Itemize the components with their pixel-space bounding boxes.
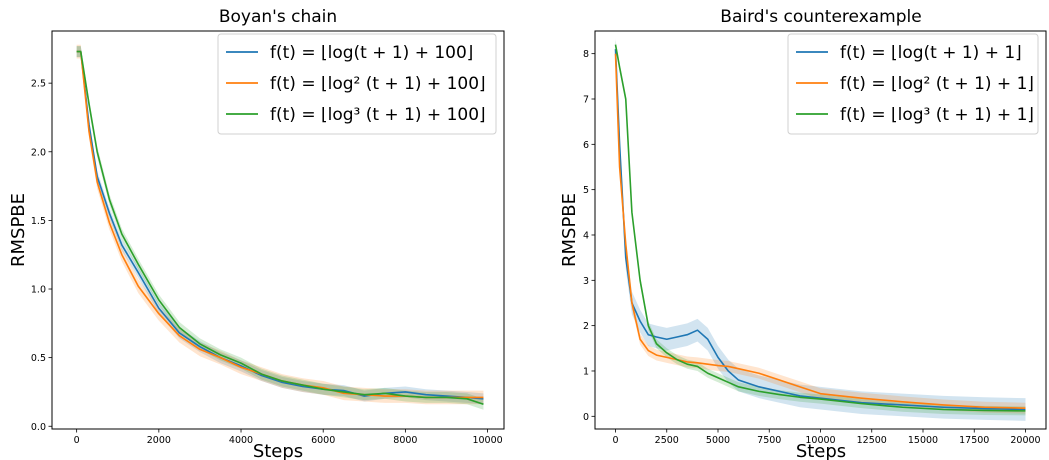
chart-title: Baird's counterexample xyxy=(720,7,921,27)
x-tick-label: 5000 xyxy=(706,435,730,446)
y-axis-label: RMSPBE xyxy=(8,193,29,267)
x-tick-label: 0 xyxy=(74,435,80,446)
chart-boyans-chain: 0 2000 4000 6000 8000 10000 0.0 0.5 1.0 1.5 2.0 2.… xyxy=(8,7,505,460)
legend-label-1: f(t) = ⌊log(t + 1) + 100⌋ xyxy=(270,43,473,63)
x-tick-label: 6000 xyxy=(311,435,335,446)
y-tick-label: 4 xyxy=(583,230,589,241)
x-axis-label: Steps xyxy=(796,441,846,460)
x-tick-label: 20000 xyxy=(1010,435,1040,446)
plot-frame xyxy=(51,30,505,430)
series-line-2 xyxy=(614,53,1026,409)
x-axis-label: Steps xyxy=(253,441,303,460)
series-line-1 xyxy=(614,49,1026,411)
legend-label-3: f(t) = ⌊log³ (t + 1) + 100⌋ xyxy=(270,105,486,125)
x-tick-label: 8000 xyxy=(393,435,417,446)
x-tick-label: 0 xyxy=(612,435,618,446)
legend-box xyxy=(787,33,1039,135)
x-tick-label: 15000 xyxy=(908,435,938,446)
chart-title: Boyan's chain xyxy=(219,7,337,27)
x-tick-label: 17500 xyxy=(959,435,989,446)
x-tick-label: 10000 xyxy=(805,435,835,446)
chart-bairds-counterexample: 0 2500 5000 7500 10000 12500 15000 17500 20000 0… xyxy=(559,7,1047,460)
y-tick-label: 0 xyxy=(583,412,589,423)
y-tick-label: 6 xyxy=(583,140,589,151)
series-line-3 xyxy=(76,50,484,406)
legend-box xyxy=(217,33,497,135)
legend-label-3: f(t) = ⌊log³ (t + 1) + 1⌋ xyxy=(840,105,1034,125)
legend: f(t) = ⌊log(t + 1) + 1⌋ f(t) = ⌊log² (t +… xyxy=(787,33,1039,135)
x-tick-label: 2500 xyxy=(655,435,679,446)
y-tick-label: 1 xyxy=(583,366,589,377)
legend-label-1: f(t) = ⌊log(t + 1) + 1⌋ xyxy=(840,43,1022,63)
y-tick-label: 3 xyxy=(583,276,589,287)
y-tick-label: 5 xyxy=(583,185,589,196)
series-line-3 xyxy=(614,44,1026,412)
y-tick-label: 1.0 xyxy=(31,285,46,296)
x-tick-label: 4000 xyxy=(229,435,253,446)
legend-label-2: f(t) = ⌊log² (t + 1) + 1⌋ xyxy=(840,74,1034,94)
y-tick-label: 0.0 xyxy=(31,422,46,433)
x-tick-label: 10000 xyxy=(472,435,502,446)
y-tick-label: 0.5 xyxy=(31,353,46,364)
x-tick-label: 7500 xyxy=(757,435,781,446)
y-tick-label: 7 xyxy=(583,94,589,105)
y-tick-label: 8 xyxy=(583,49,589,60)
y-tick-label: 1.5 xyxy=(31,216,46,227)
y-axis-label: RMSPBE xyxy=(559,193,580,267)
y-tick-label: 2.0 xyxy=(31,147,46,158)
legend-label-2: f(t) = ⌊log² (t + 1) + 100⌋ xyxy=(270,74,486,94)
y-tick-label: 2 xyxy=(583,321,589,332)
x-tick-label: 12500 xyxy=(857,435,887,446)
x-tick-label: 2000 xyxy=(147,435,171,446)
y-tick-label: 2.5 xyxy=(31,79,46,90)
legend: f(t) = ⌊log(t + 1) + 100⌋ f(t) = ⌊log² (t… xyxy=(217,33,497,135)
